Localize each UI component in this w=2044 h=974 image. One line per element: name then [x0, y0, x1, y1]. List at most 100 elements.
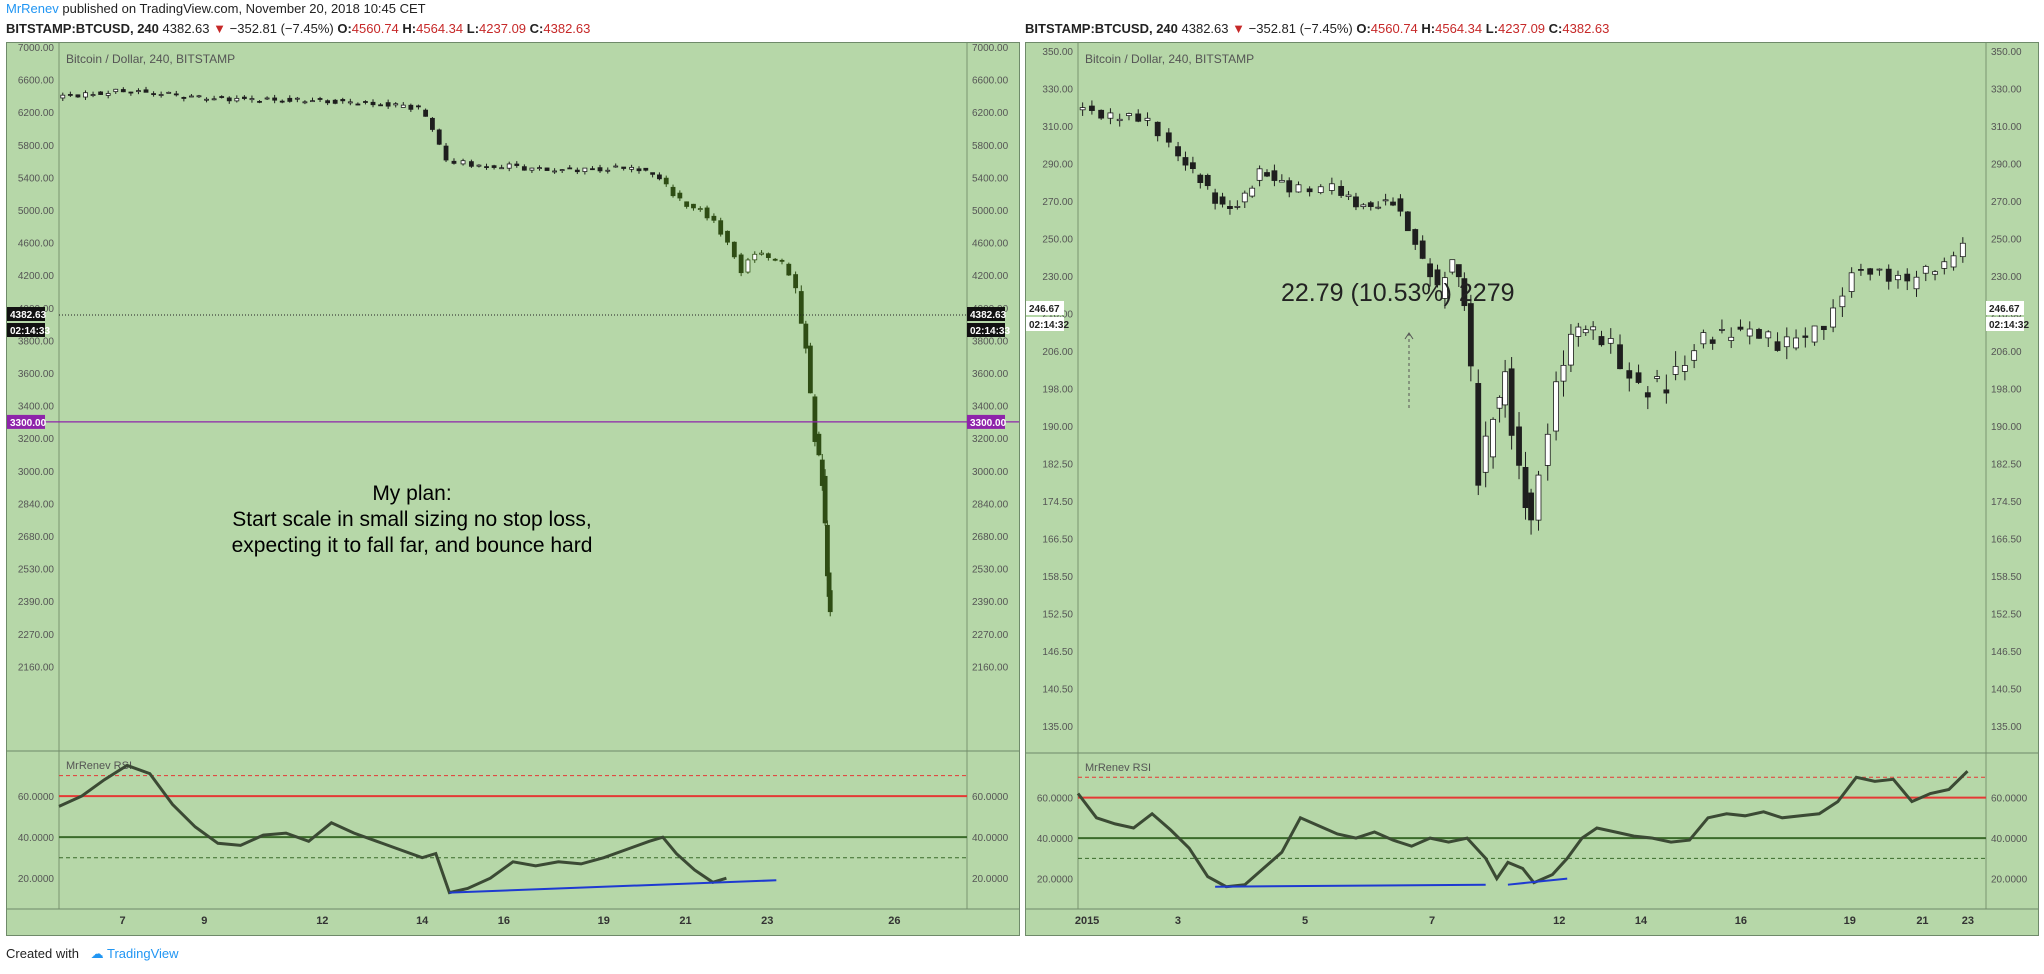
candle-body [1535, 474, 1542, 521]
tradingview-link[interactable]: ☁ TradingView [91, 946, 179, 961]
author-link[interactable]: MrRenev [6, 1, 59, 16]
candle-body [226, 97, 232, 102]
candle-body [677, 192, 683, 199]
rsi-tick-right: 40.0000 [972, 833, 1009, 844]
candle-body [416, 105, 421, 108]
left-price-tag: 4382.63 [10, 310, 47, 321]
candle-body [1449, 259, 1456, 273]
candle-body [1419, 240, 1426, 259]
candle-body [173, 93, 179, 96]
y-tick-right: 3600.00 [972, 369, 1009, 380]
candle-body [105, 93, 111, 96]
candle-body [332, 99, 338, 104]
candle-body [827, 590, 833, 613]
candle-body [1737, 326, 1744, 330]
x-tick-label: 26 [888, 915, 900, 927]
candle-body [60, 94, 66, 99]
right-countdown-box [1986, 317, 2024, 331]
x-tick-label: 21 [1916, 915, 1928, 927]
rsi-divergence-line [1215, 883, 1486, 888]
candle-body [552, 170, 558, 173]
level-tag-left: 3300.00 [10, 418, 47, 429]
candle-body [468, 161, 474, 167]
candle-body [340, 99, 346, 102]
candle-body [1144, 117, 1151, 121]
y-tick-right: 5000.00 [972, 206, 1009, 217]
y-tick-left: 146.50 [1042, 647, 1073, 658]
candle-body [1490, 418, 1496, 458]
y-tick-left: 3800.00 [18, 336, 55, 347]
y-tick-left: 206.00 [1042, 347, 1073, 358]
candle-body [597, 167, 603, 172]
candle-body [574, 169, 580, 173]
candle-body [1681, 365, 1688, 372]
candle-body [786, 263, 792, 276]
candle-body [711, 215, 717, 221]
right-price-tag-box [967, 307, 1005, 321]
candle-body [1397, 198, 1404, 212]
rsi-tick-left: 40.0000 [18, 833, 55, 844]
candle-body [1672, 366, 1679, 375]
candle-body [460, 160, 466, 165]
candle-body [211, 98, 217, 101]
candle-body [1756, 329, 1762, 339]
right-chart-panel[interactable]: Bitcoin / Dollar, 240, BITSTAMP 350.00 350… [1025, 42, 2039, 936]
candle-body [1950, 255, 1957, 268]
candle-body [264, 97, 270, 100]
rsi-tick-right: 20.0000 [1991, 875, 2028, 886]
candle-body [370, 101, 376, 106]
candle-body [1885, 268, 1892, 282]
candle-body [317, 98, 323, 100]
candle-body [400, 104, 406, 108]
candle-body [1922, 266, 1929, 274]
level-tag-box-right [967, 414, 1005, 429]
candle-body [310, 100, 315, 103]
published-text: published on TradingView.com, November 2… [58, 1, 426, 16]
candle-body [1467, 303, 1474, 367]
candle-body [423, 109, 429, 117]
y-tick-right: 6200.00 [972, 108, 1009, 119]
rsi-label: MrRenev RSI [1085, 762, 1151, 774]
candle-body [257, 100, 262, 103]
left-l-val: 4237.09 [479, 21, 527, 36]
candle-body [1635, 372, 1642, 383]
candle-body [1375, 206, 1382, 209]
candle-body [529, 167, 535, 171]
y-tick-right: 2680.00 [972, 532, 1009, 543]
candle-body [567, 167, 573, 170]
rsi-tick-right: 60.0000 [1991, 794, 2028, 805]
y-tick-left: 2530.00 [18, 565, 55, 576]
y-tick-left: 3400.00 [18, 402, 55, 413]
candle-body [151, 93, 156, 95]
y-tick-right: 135.00 [1991, 722, 2022, 733]
rsi-tick-left: 60.0000 [1037, 794, 1074, 805]
left-chart-panel[interactable]: Bitcoin / Dollar, 240, BITSTAMP 7000.00 70… [6, 42, 1020, 936]
candle-body [1719, 329, 1725, 331]
left-price-tag-box [1026, 301, 1064, 315]
candle-body [1175, 146, 1181, 157]
y-tick-left: 310.00 [1042, 122, 1073, 133]
y-tick-left: 2680.00 [18, 532, 55, 543]
candle-body [816, 433, 822, 456]
right-l-label: L: [1485, 21, 1499, 36]
candle-body [1941, 261, 1948, 269]
left-c-val: 4382.63 [543, 21, 591, 36]
candle-body [136, 90, 141, 93]
candle-body [499, 167, 505, 170]
candle-body [1241, 192, 1248, 203]
y-tick-left: 152.50 [1042, 610, 1073, 621]
candle-body [1353, 196, 1359, 208]
y-tick-right: 2270.00 [972, 630, 1009, 641]
candle-body [745, 259, 751, 273]
candle-body [219, 96, 225, 98]
y-tick-right: 198.00 [1991, 385, 2022, 396]
candle-body [1553, 381, 1559, 432]
y-tick-right: 2530.00 [972, 565, 1009, 576]
y-tick-left: 290.00 [1042, 160, 1073, 171]
candle-body [1568, 333, 1574, 366]
candle-body [128, 91, 134, 94]
rsi-label: MrRenev RSI [66, 760, 132, 772]
candle-body [75, 94, 81, 98]
